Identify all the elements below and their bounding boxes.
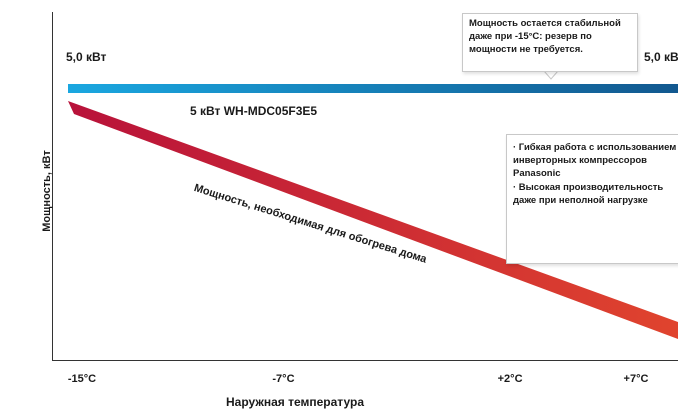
callout-top-text: Мощность остается стабильной даже при -1… [469,18,621,55]
callout-top: Мощность остается стабильной даже при -1… [462,13,638,72]
capacity-label-right: 5,0 кВт [644,50,678,64]
x-axis-label: Наружная температура [226,395,364,409]
capacity-label-left: 5,0 кВт [66,50,107,64]
x-tick-label: +2°C [497,373,523,385]
callout-right-item-1: · Гибкая работа с использованием инверто… [513,142,677,179]
x-tick-label: -15°C [67,373,97,385]
x-tick-label: -7°C [272,373,295,385]
callout-top-pointer [542,70,560,80]
series-demand-band [68,101,678,339]
y-axis-label: Мощность, кВт [41,150,53,232]
x-tick-label: +7°C [623,373,649,385]
callout-right: · Гибкая работа с использованием инверто… [506,134,678,264]
series-capacity-band [68,84,678,93]
capacity-series-label: 5 кВт WH-MDC05F3E5 [190,104,318,118]
callout-right-item-2: · Высокая производительность даже при не… [513,182,664,207]
